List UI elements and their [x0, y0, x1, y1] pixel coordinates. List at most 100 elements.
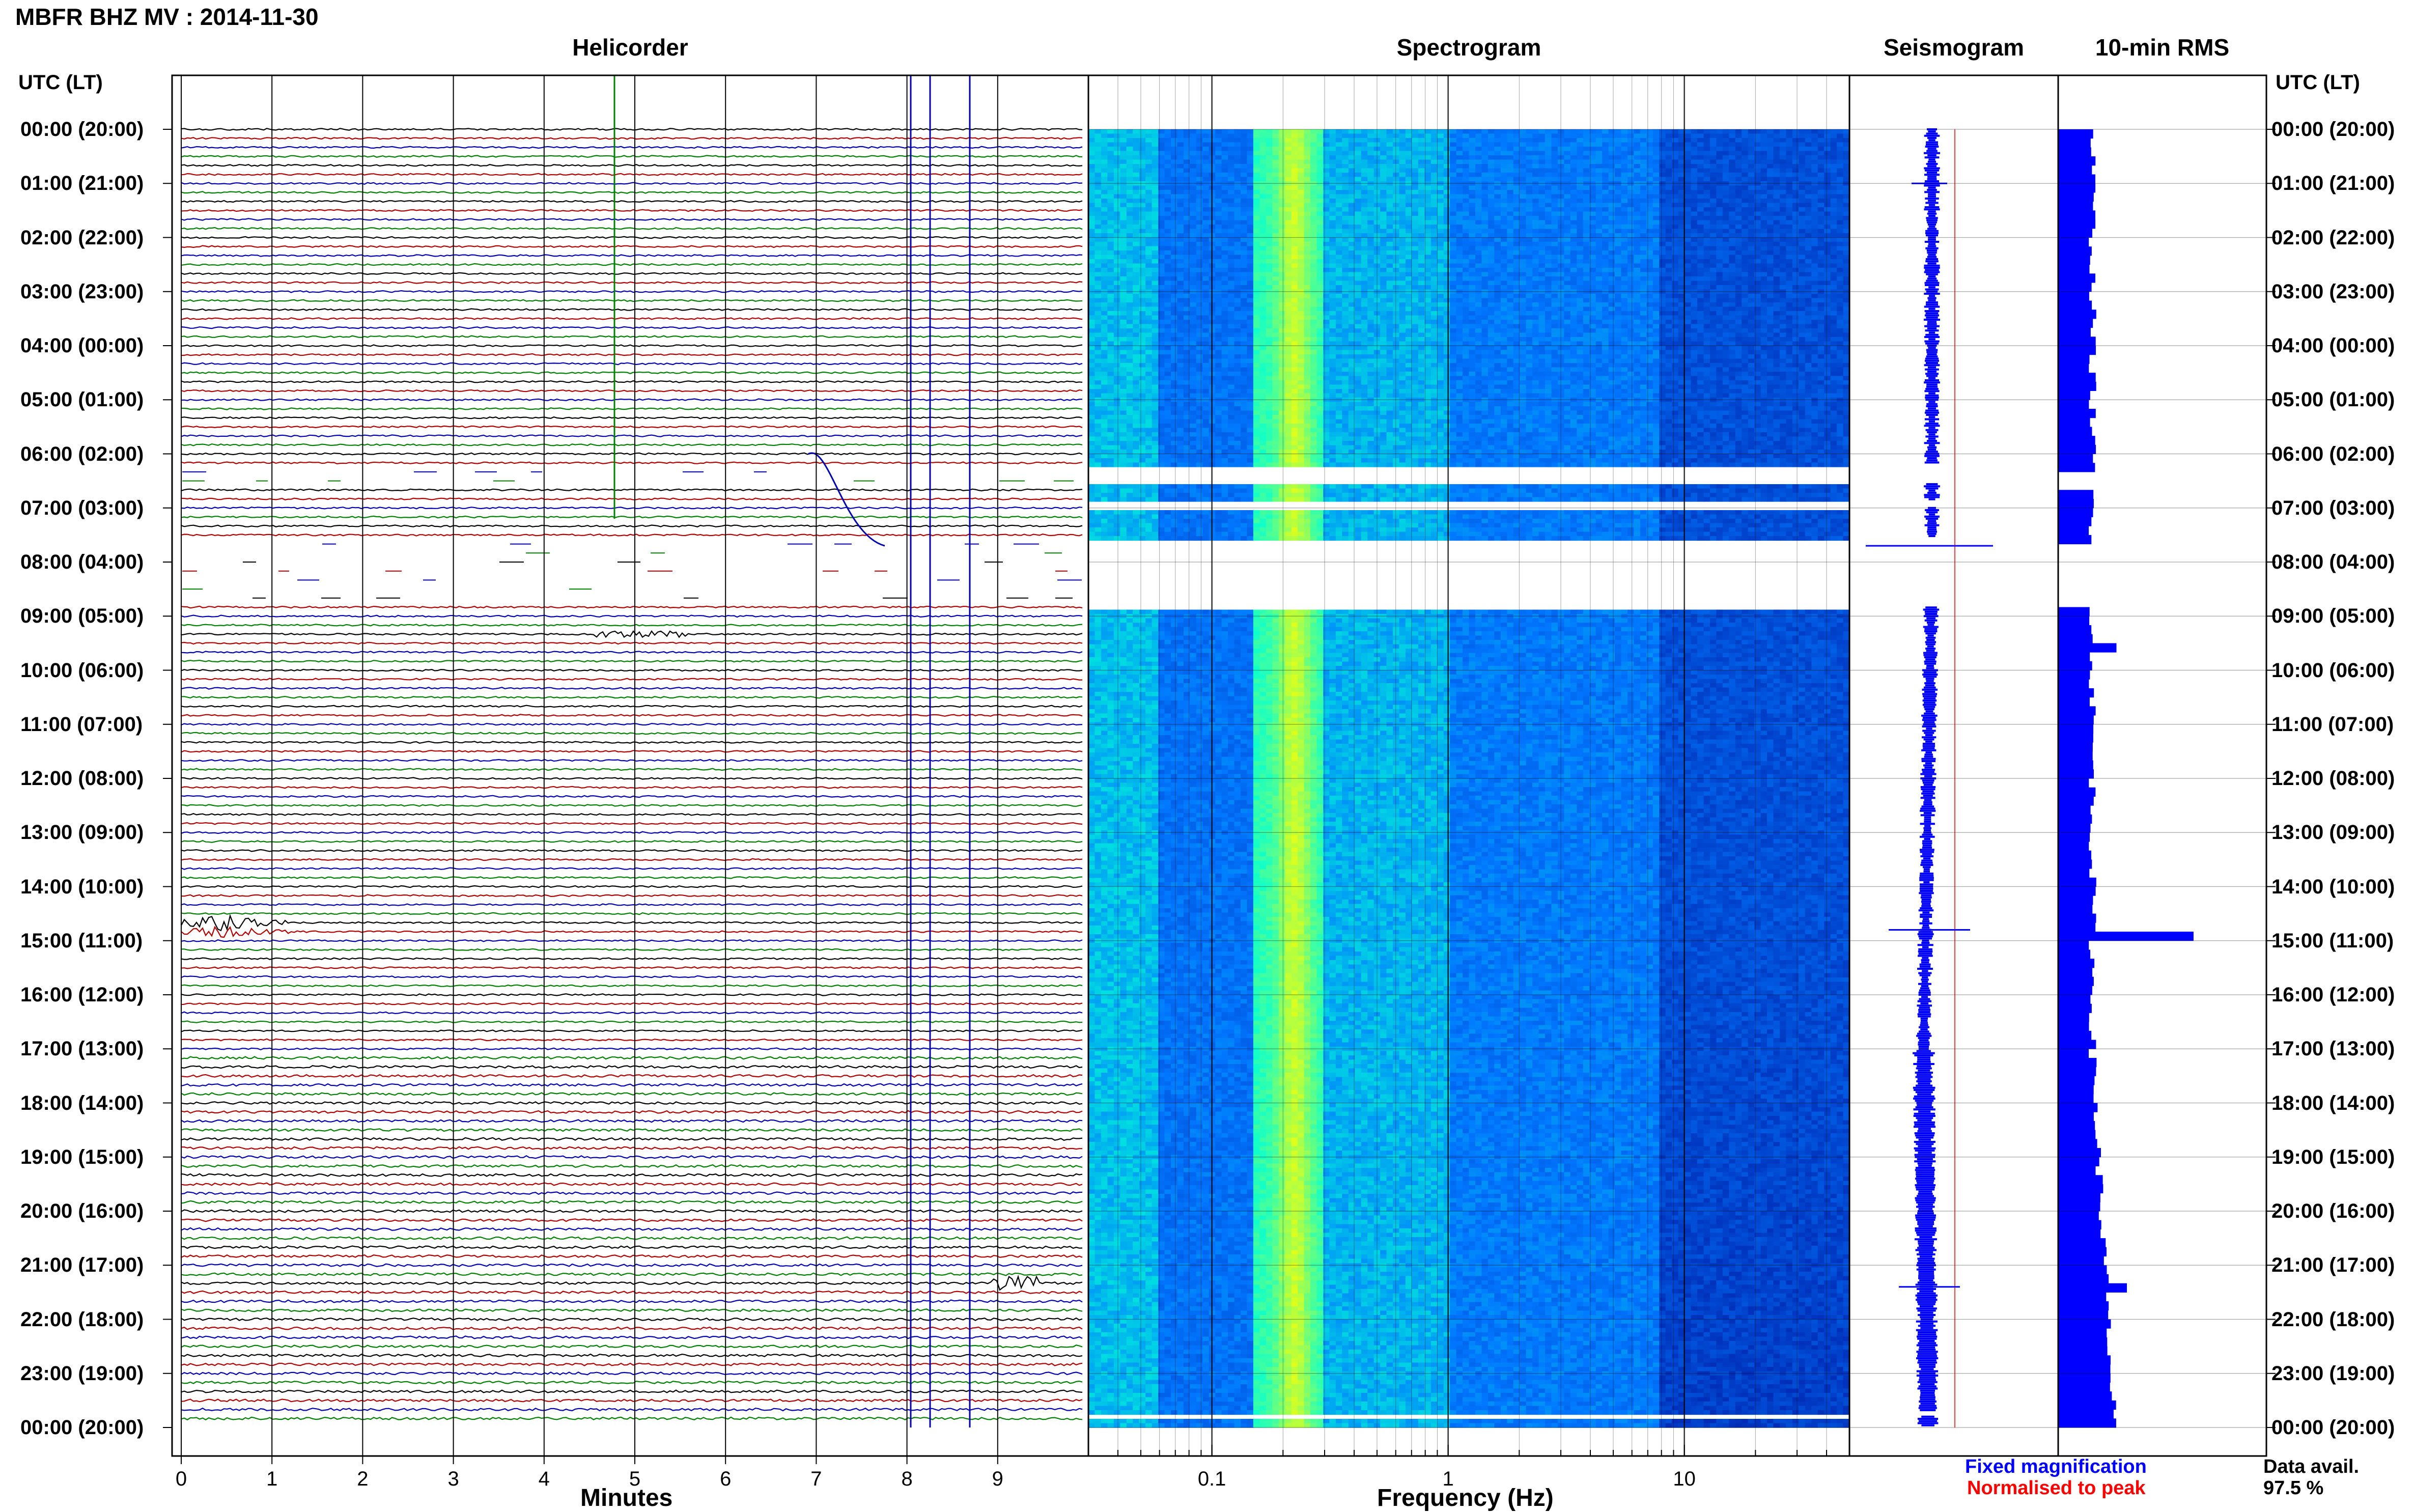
spectrogram-cell: [1456, 177, 1463, 182]
spectrogram-cell: [1164, 255, 1171, 260]
spectrogram-cell: [1805, 233, 1812, 238]
spectrogram-cell: [1583, 133, 1590, 138]
spectrogram-cell: [1742, 173, 1749, 178]
spectrogram-cell: [1463, 242, 1470, 247]
spectrogram-cell: [1113, 259, 1121, 264]
spectrogram-cell: [1418, 259, 1425, 264]
spectrogram-cell: [1748, 216, 1755, 221]
spectrogram-cell: [1430, 199, 1438, 204]
spectrogram-cell: [1595, 168, 1603, 173]
spectrogram-cell: [1722, 294, 1730, 299]
spectrogram-cell: [1215, 177, 1222, 182]
spectrogram-cell: [1716, 138, 1723, 143]
spectrogram-cell: [1742, 272, 1749, 277]
spectrogram-cell: [1221, 285, 1228, 290]
spectrogram-cell: [1513, 237, 1520, 242]
spectrogram-cell: [1234, 294, 1241, 299]
spectrogram-cell: [1520, 173, 1527, 178]
spectrogram-cell: [1088, 185, 1096, 190]
spectrogram-cell: [1760, 276, 1767, 282]
spectrogram-cell: [1126, 138, 1134, 143]
spectrogram-cell: [1665, 164, 1672, 169]
spectrogram-cell: [1691, 259, 1698, 264]
spectrogram-cell: [1507, 133, 1514, 138]
spectrogram-cell: [1652, 294, 1660, 299]
spectrogram-cell: [1380, 142, 1387, 147]
spectrogram-cell: [1259, 155, 1267, 160]
spectrogram-cell: [1291, 177, 1298, 182]
spectrogram-cell: [1310, 203, 1317, 208]
spectrogram-cell: [1545, 190, 1552, 195]
spectrogram-cell: [1405, 155, 1413, 160]
spectrogram-cell: [1323, 216, 1330, 221]
spectrogram-cell: [1272, 173, 1279, 178]
spectrogram-cell: [1646, 285, 1653, 290]
spectrogram-cell: [1221, 164, 1228, 169]
spectrogram-cell: [1456, 220, 1463, 225]
spectrogram-cell: [1259, 177, 1267, 182]
spectrogram-cell: [1361, 250, 1368, 256]
spectrogram-cell: [1551, 129, 1558, 134]
spectrogram-cell: [1133, 168, 1140, 173]
spectrogram-cell: [1742, 181, 1749, 186]
spectrogram-cell: [1342, 242, 1349, 247]
spectrogram-cell: [1805, 173, 1812, 178]
spectrogram-cell: [1310, 211, 1317, 216]
spectrogram-cell: [1507, 276, 1514, 282]
spectrogram-cell: [1430, 268, 1438, 273]
spectrogram-cell: [1500, 250, 1508, 256]
spectrogram-cell: [1412, 233, 1419, 238]
spectrogram-cell: [1183, 190, 1191, 195]
spectrogram-cell: [1190, 147, 1197, 152]
spectrogram-cell: [1754, 177, 1761, 182]
spectrogram-cell: [1355, 133, 1362, 138]
spectrogram-cell: [1323, 173, 1330, 178]
spectrogram-cell: [1113, 168, 1121, 173]
spectrogram-cell: [1722, 302, 1730, 307]
spectrogram-cell: [1520, 194, 1527, 199]
spectrogram-cell: [1583, 199, 1590, 204]
spectrogram-cell: [1139, 306, 1146, 312]
spectrogram-cell: [1678, 225, 1685, 230]
spectrogram-cell: [1285, 194, 1292, 199]
spectrogram-cell: [1386, 151, 1393, 156]
spectrogram-cell: [1602, 142, 1609, 147]
spectrogram-cell: [1703, 255, 1710, 260]
spectrogram-cell: [1773, 281, 1780, 286]
spectrogram-cell: [1418, 272, 1425, 277]
spectrogram-cell: [1113, 181, 1121, 186]
spectrogram-cell: [1399, 233, 1406, 238]
spectrogram-cell: [1615, 246, 1622, 251]
spectrogram-cell: [1652, 138, 1660, 143]
spectrogram-cell: [1697, 181, 1704, 186]
spectrogram-cell: [1355, 302, 1362, 307]
spectrogram-cell: [1190, 173, 1197, 178]
spectrogram-cell: [1830, 294, 1837, 299]
spectrogram-cell: [1659, 168, 1666, 173]
spectrogram-cell: [1634, 272, 1641, 277]
spectrogram-cell: [1716, 216, 1723, 221]
spectrogram-cell: [1843, 294, 1850, 299]
spectrogram-cell: [1703, 194, 1710, 199]
spectrogram-cell: [1697, 142, 1704, 147]
spectrogram-cell: [1355, 216, 1362, 221]
spectrogram-cell: [1577, 164, 1584, 169]
spectrogram-cell: [1171, 147, 1178, 152]
spectrogram-cell: [1342, 203, 1349, 208]
spectrogram-cell: [1716, 268, 1723, 273]
spectrogram-cell: [1703, 294, 1710, 299]
spectrogram-cell: [1709, 190, 1717, 195]
spectrogram-cell: [1298, 185, 1305, 190]
spectrogram-cell: [1298, 306, 1305, 312]
spectrogram-cell: [1171, 220, 1178, 225]
spectrogram-cell: [1767, 220, 1774, 225]
spectrogram-cell: [1380, 276, 1387, 282]
spectrogram-cell: [1583, 255, 1590, 260]
spectrogram-cell: [1634, 185, 1641, 190]
spectrogram-cell: [1234, 142, 1241, 147]
spectrogram-cell: [1507, 168, 1514, 173]
spectrogram-cell: [1323, 138, 1330, 143]
spectrogram-cell: [1241, 207, 1248, 212]
spectrogram-cell: [1481, 142, 1489, 147]
spectrogram-cell: [1805, 199, 1812, 204]
